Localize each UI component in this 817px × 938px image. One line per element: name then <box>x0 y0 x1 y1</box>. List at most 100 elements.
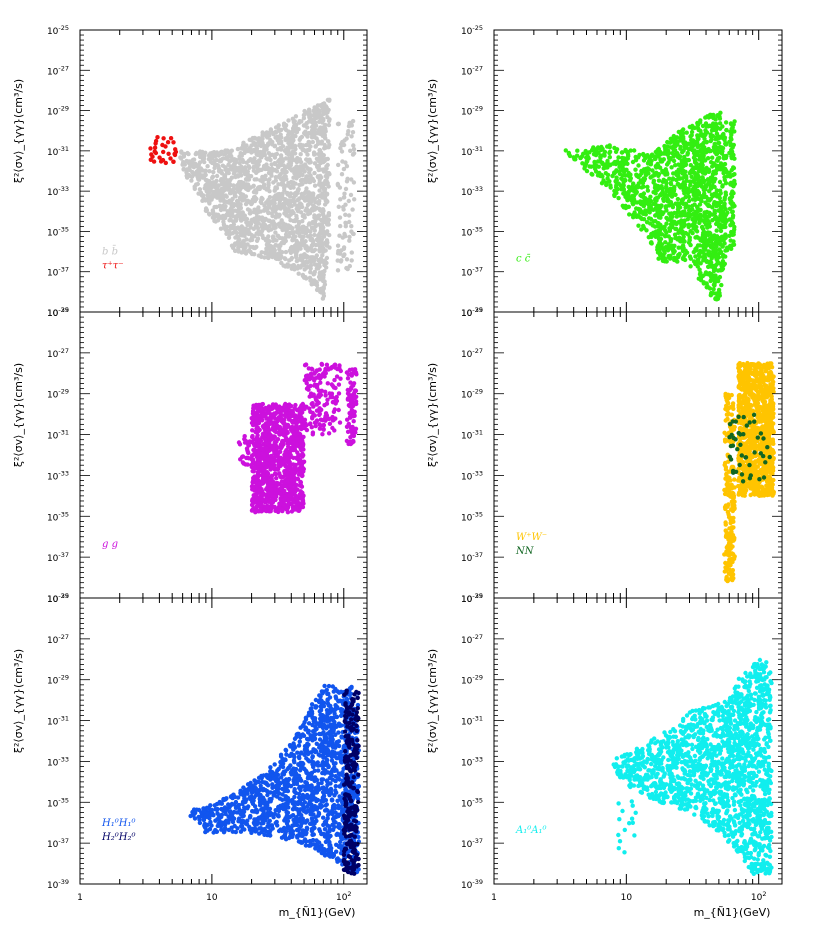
data-point <box>290 238 295 243</box>
data-point <box>271 204 277 209</box>
data-point <box>292 249 298 254</box>
data-point <box>286 202 292 208</box>
data-point <box>291 263 297 268</box>
data-point <box>274 476 279 481</box>
data-point <box>349 123 354 128</box>
data-point <box>725 210 730 215</box>
data-point <box>278 474 283 479</box>
data-point <box>321 249 326 254</box>
data-point <box>313 111 318 116</box>
data-point <box>255 409 261 414</box>
data-point <box>310 248 315 254</box>
data-point <box>346 198 351 204</box>
data-point <box>304 265 309 270</box>
data-point <box>211 169 216 175</box>
data-point <box>279 445 284 451</box>
data-point <box>678 146 683 151</box>
data-point <box>626 153 631 159</box>
data-point <box>732 178 737 184</box>
data-point <box>672 243 677 248</box>
data-point <box>273 230 278 235</box>
data-point <box>723 120 729 125</box>
data-point <box>340 139 345 145</box>
data-point <box>633 191 638 196</box>
data-point <box>265 457 271 462</box>
data-point <box>645 166 651 171</box>
data-point <box>627 186 633 191</box>
data-point <box>251 484 256 489</box>
data-point <box>278 141 284 146</box>
data-point <box>679 158 684 164</box>
data-point <box>318 125 323 130</box>
data-point <box>674 226 679 232</box>
data-point <box>248 221 254 227</box>
data-point <box>720 205 725 210</box>
data-point <box>259 503 264 508</box>
data-point <box>257 215 262 220</box>
data-point <box>589 171 594 177</box>
data-point <box>228 213 233 218</box>
data-point <box>688 264 693 269</box>
data-point <box>296 127 301 132</box>
data-point <box>336 248 341 254</box>
data-point <box>663 245 668 250</box>
data-point <box>239 168 244 173</box>
data-point <box>265 471 271 477</box>
data-point <box>697 254 702 259</box>
data-point <box>276 182 281 187</box>
data-point <box>709 239 714 244</box>
data-point <box>718 110 723 116</box>
data-point <box>192 184 197 189</box>
data-point <box>275 481 280 486</box>
data-point <box>659 151 665 156</box>
data-point <box>202 153 207 159</box>
data-point <box>660 256 665 261</box>
data-point <box>283 249 289 255</box>
data-point <box>264 156 269 161</box>
data-point <box>261 183 266 189</box>
data-point <box>293 217 298 222</box>
data-point <box>220 213 226 219</box>
data-point <box>627 174 632 179</box>
data-point <box>258 231 263 236</box>
data-point <box>293 253 299 258</box>
data-point <box>255 236 261 241</box>
data-point <box>623 194 628 199</box>
data-point <box>217 215 222 221</box>
data-point <box>641 158 647 163</box>
data-point <box>292 445 297 451</box>
data-point <box>273 178 278 183</box>
data-point <box>593 169 599 174</box>
data-point <box>583 148 588 154</box>
data-point <box>641 195 647 200</box>
data-point <box>306 119 312 124</box>
data-point <box>694 164 699 169</box>
data-point <box>217 203 223 208</box>
data-point <box>220 192 225 197</box>
data-point <box>623 149 629 154</box>
data-point <box>646 235 651 240</box>
data-point <box>731 152 736 158</box>
data-point <box>347 238 352 243</box>
data-point <box>613 149 619 154</box>
data-point <box>274 254 279 259</box>
data-point <box>321 118 326 123</box>
data-point <box>348 148 353 153</box>
data-point <box>151 159 157 164</box>
data-point <box>318 208 323 213</box>
data-point <box>674 214 679 219</box>
data-point <box>349 250 354 255</box>
data-point <box>593 164 599 169</box>
data-point <box>342 231 347 237</box>
data-point <box>296 472 302 477</box>
data-point <box>308 229 313 234</box>
data-point <box>289 418 294 424</box>
data-point <box>713 145 718 151</box>
data-point <box>312 228 317 233</box>
data-point <box>702 214 708 220</box>
data-point <box>722 197 727 202</box>
y-tick-label: 10-25 <box>461 24 483 37</box>
data-point <box>604 182 609 188</box>
data-point <box>269 476 274 481</box>
data-point <box>327 117 332 122</box>
